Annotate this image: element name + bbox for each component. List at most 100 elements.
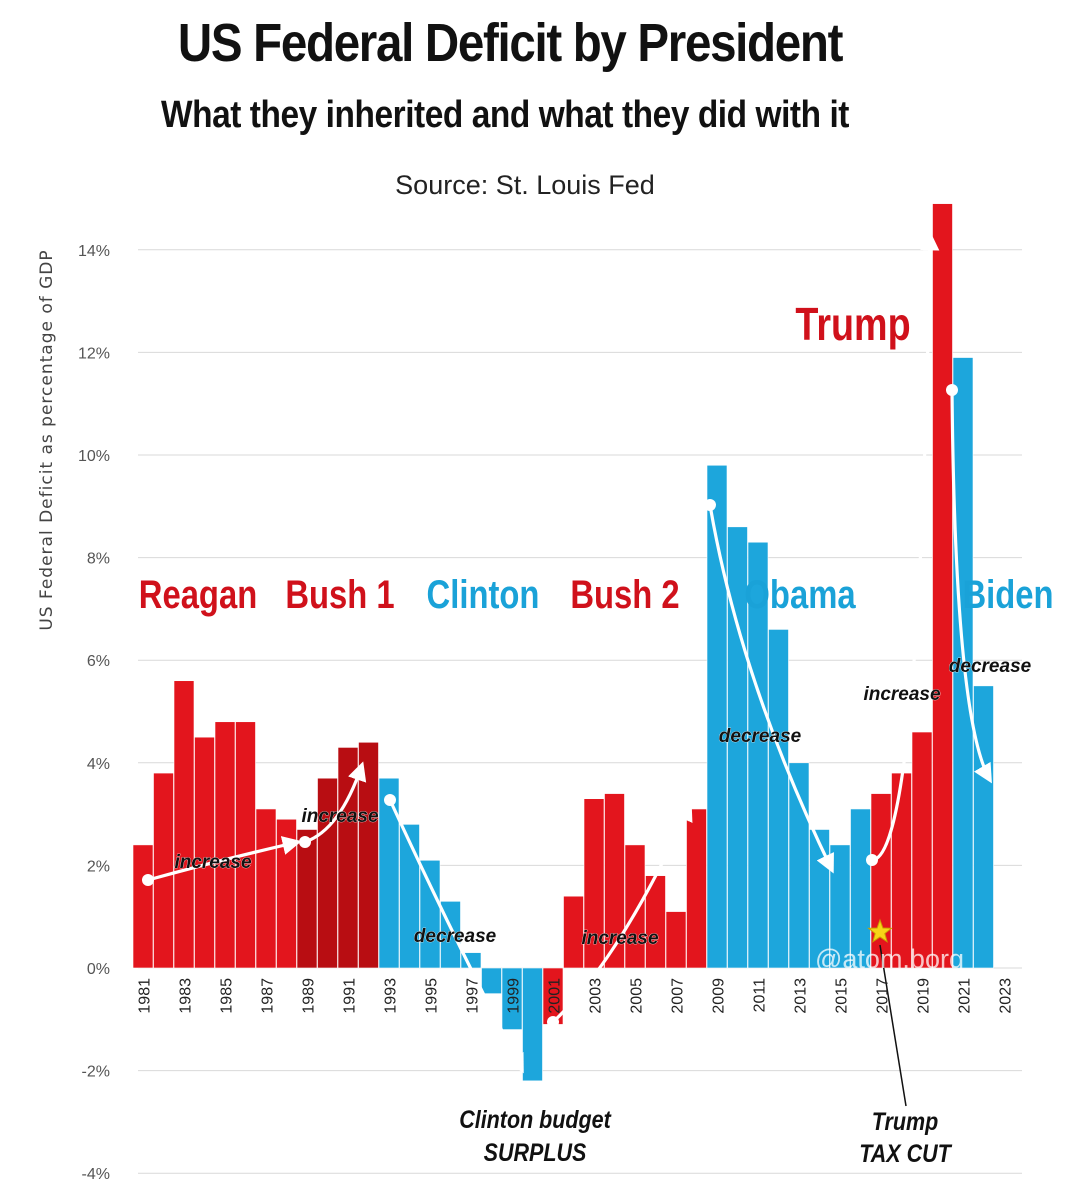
president-label: Bush 1 bbox=[285, 572, 394, 617]
trend-arrow bbox=[388, 799, 524, 1074]
x-tick-label: 1999 bbox=[505, 978, 522, 1014]
president-label: Clinton bbox=[427, 572, 540, 617]
trend-note: decrease bbox=[719, 726, 802, 747]
bar bbox=[973, 685, 994, 969]
star-icon bbox=[867, 918, 893, 943]
x-tick-label: 1981 bbox=[136, 978, 153, 1014]
x-tick-label: 2013 bbox=[792, 978, 809, 1014]
gridlines bbox=[138, 249, 1022, 1174]
president-label: Bush 2 bbox=[570, 572, 679, 617]
bar bbox=[419, 859, 441, 969]
bar bbox=[317, 777, 338, 969]
x-tick-label: 1995 bbox=[423, 978, 440, 1014]
bar bbox=[173, 680, 195, 969]
trend-arrow bbox=[304, 761, 367, 844]
bar bbox=[194, 736, 215, 969]
arrow-start-dot bbox=[142, 874, 154, 886]
bar bbox=[706, 464, 728, 969]
trend-note: decrease bbox=[949, 656, 1032, 677]
bar bbox=[911, 731, 933, 969]
bar bbox=[563, 895, 584, 969]
x-tick-label: 1997 bbox=[464, 978, 481, 1014]
trend-arrow bbox=[147, 836, 302, 882]
tax-cut-pointer bbox=[879, 944, 907, 1107]
bar bbox=[337, 747, 359, 969]
bar bbox=[132, 844, 154, 969]
y-tick-label: 8% bbox=[87, 551, 110, 568]
trend-note: increase bbox=[301, 806, 379, 827]
annotations bbox=[142, 231, 992, 1107]
bar bbox=[255, 808, 277, 969]
y-tick-label: 14% bbox=[78, 243, 110, 260]
arrow-start-dot bbox=[866, 854, 878, 866]
y-tick-label: 10% bbox=[78, 448, 110, 465]
president-label: Biden bbox=[962, 572, 1053, 617]
bar bbox=[829, 844, 851, 969]
x-tick-label: 1991 bbox=[341, 978, 358, 1014]
x-tick-label: 2019 bbox=[915, 978, 932, 1014]
text-labels: US Federal Deficit as percentage of GDP 1… bbox=[37, 243, 1054, 1183]
arrow-start-dot bbox=[547, 1016, 559, 1028]
bar bbox=[850, 808, 871, 969]
president-label: Reagan bbox=[139, 572, 257, 617]
y-axis-label: US Federal Deficit as percentage of GDP bbox=[37, 249, 57, 630]
callout-text: TAX CUT bbox=[859, 1139, 952, 1167]
bar bbox=[378, 777, 400, 969]
y-tick-label: -4% bbox=[82, 1166, 110, 1183]
arrow-start-dot bbox=[946, 384, 958, 396]
x-tick-label: 1987 bbox=[259, 978, 276, 1014]
chart-source: Source: St. Louis Fed bbox=[395, 170, 655, 200]
bar bbox=[235, 721, 256, 969]
x-tick-label: 2023 bbox=[997, 978, 1014, 1014]
x-tick-label: 2009 bbox=[710, 978, 727, 1014]
trend-arrow bbox=[551, 801, 693, 1024]
bar bbox=[481, 967, 502, 994]
x-tick-label: 2021 bbox=[956, 978, 973, 1014]
x-tick-label: 2001 bbox=[546, 978, 563, 1014]
trend-note: increase bbox=[581, 928, 659, 949]
y-tick-label: 12% bbox=[78, 345, 110, 362]
callout-text: Trump bbox=[872, 1107, 938, 1135]
x-tick-label: 2007 bbox=[669, 978, 686, 1014]
bar bbox=[583, 798, 605, 969]
bar bbox=[768, 629, 789, 969]
y-tick-label: -2% bbox=[82, 1064, 110, 1081]
callout-text: Clinton budget bbox=[459, 1105, 612, 1133]
x-tick-label: 1993 bbox=[382, 978, 399, 1014]
x-tick-label: 2015 bbox=[833, 978, 850, 1014]
bar bbox=[276, 818, 297, 969]
arrow-start-dot bbox=[704, 499, 716, 511]
y-tick-label: 0% bbox=[87, 961, 110, 978]
president-label: Trump bbox=[795, 298, 910, 349]
bar bbox=[399, 824, 420, 969]
chart-title: US Federal Deficit by President bbox=[177, 13, 844, 73]
bar bbox=[501, 967, 523, 1030]
arrow-start-dot bbox=[299, 836, 311, 848]
trend-note: increase bbox=[863, 684, 941, 705]
x-tick-label: 2005 bbox=[628, 978, 645, 1014]
bar bbox=[153, 772, 174, 969]
trend-note: increase bbox=[174, 852, 252, 873]
bar bbox=[747, 541, 769, 969]
bar bbox=[870, 793, 892, 969]
callout-text: SURPLUS bbox=[484, 1138, 587, 1166]
bar bbox=[891, 772, 912, 969]
trend-note: decrease bbox=[414, 926, 497, 947]
bar bbox=[624, 844, 646, 969]
bar bbox=[358, 741, 379, 969]
y-tick-label: 2% bbox=[87, 858, 110, 875]
bar bbox=[932, 203, 953, 969]
x-tick-label: 1989 bbox=[300, 978, 317, 1014]
president-label: Obama bbox=[744, 572, 856, 617]
chart-subtitle: What they inherited and what they did wi… bbox=[160, 94, 850, 136]
arrow-start-dot bbox=[384, 794, 396, 806]
trend-arrow bbox=[708, 504, 834, 874]
bar bbox=[788, 762, 810, 969]
y-tick-label: 4% bbox=[87, 756, 110, 773]
bar bbox=[214, 721, 236, 969]
watermark: @atom.borg bbox=[815, 944, 964, 974]
x-tick-label: 1983 bbox=[177, 978, 194, 1014]
x-tick-label: 1985 bbox=[218, 978, 235, 1014]
x-tick-label: 2011 bbox=[751, 978, 768, 1013]
